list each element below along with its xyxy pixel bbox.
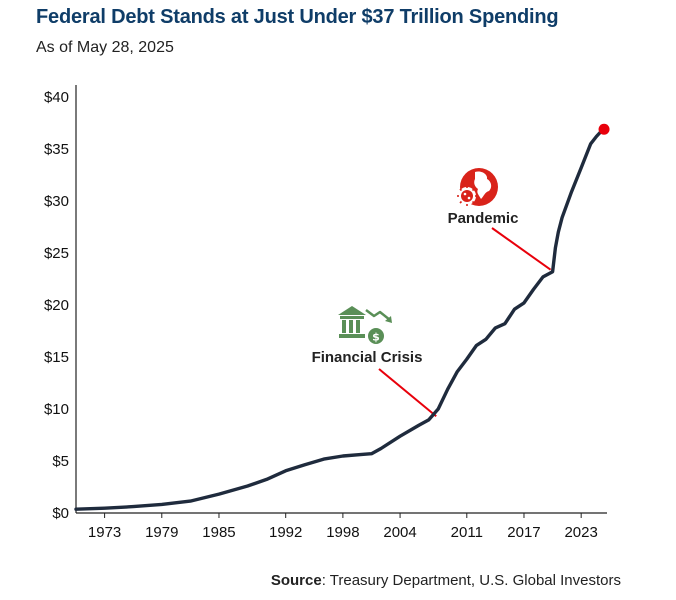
x-tick-label: 1979 — [145, 524, 178, 541]
y-tick-label: $15 — [44, 349, 69, 366]
y-tick-label: $10 — [44, 401, 69, 418]
x-tick-label: 2017 — [507, 524, 540, 541]
y-tick-label: $25 — [44, 245, 69, 262]
y-axis-ticks: $0 $5 $10 $15 $20 $25 $30 $35 $40 — [44, 89, 69, 522]
x-tick-label: 1998 — [326, 524, 359, 541]
bank-crisis-icon: $ — [338, 306, 392, 344]
y-tick-label: $35 — [44, 141, 69, 158]
latest-value-point — [598, 123, 610, 135]
x-axis-ticks: 1973 1979 1985 1992 1998 2004 2011 2017 2023 — [88, 513, 598, 541]
x-tick-label: 1973 — [88, 524, 121, 541]
source-note: Source: Treasury Department, U.S. Global… — [271, 572, 621, 589]
source-label: Source — [270, 572, 322, 589]
y-tick-label: $0 — [52, 505, 69, 522]
x-tick-label: 2023 — [564, 524, 597, 541]
financial-crisis-pointer — [378, 368, 437, 418]
pandemic-pointer — [491, 227, 552, 271]
pandemic-label: Pandemic — [448, 210, 519, 227]
series-line-federal-debt — [74, 127, 606, 511]
pandemic-globe-icon — [457, 168, 498, 206]
x-tick-label: 1985 — [202, 524, 235, 541]
chart-subtitle: As of May 28, 2025 — [36, 39, 174, 56]
financial-crisis-label: Financial Crisis — [312, 349, 423, 366]
y-tick-label: $5 — [52, 453, 69, 470]
x-tick-label: 2004 — [383, 524, 416, 541]
x-tick-label: 1992 — [269, 524, 302, 541]
chart-title: Federal Debt Stands at Just Under $37 Tr… — [36, 6, 559, 28]
x-tick-label: 2011 — [451, 524, 483, 541]
y-tick-label: $40 — [44, 89, 69, 106]
source-text: : Treasury Department, U.S. Global Inves… — [321, 572, 621, 589]
svg-text:$: $ — [372, 331, 380, 344]
y-tick-label: $30 — [44, 193, 69, 210]
y-tick-label: $20 — [44, 297, 69, 314]
